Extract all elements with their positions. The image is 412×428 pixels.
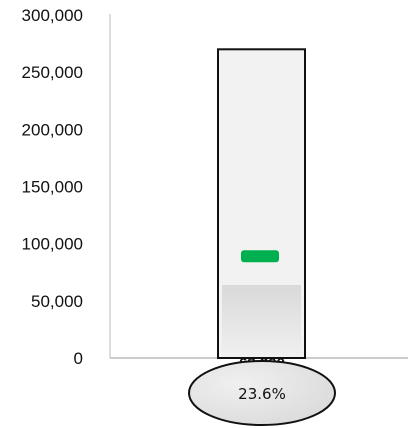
y-tick-label: 150,000 — [22, 178, 83, 197]
y-tick-label: 0 — [74, 349, 83, 368]
percent-label: 23.6% — [238, 385, 286, 403]
percent-ellipse — [188, 360, 336, 426]
y-tick-label: 200,000 — [22, 120, 83, 139]
y-tick-label: 50,000 — [31, 292, 83, 311]
y-tick-label: 300,000 — [22, 6, 83, 25]
y-tick-label: 250,000 — [22, 63, 83, 82]
y-axis-ticks: 0 50,000 100,000 150,000 200,000 250,000 300,0… — [22, 6, 83, 368]
actual-bar — [222, 285, 301, 357]
marker-bar — [241, 250, 279, 263]
y-tick-label: 100,000 — [22, 235, 83, 254]
